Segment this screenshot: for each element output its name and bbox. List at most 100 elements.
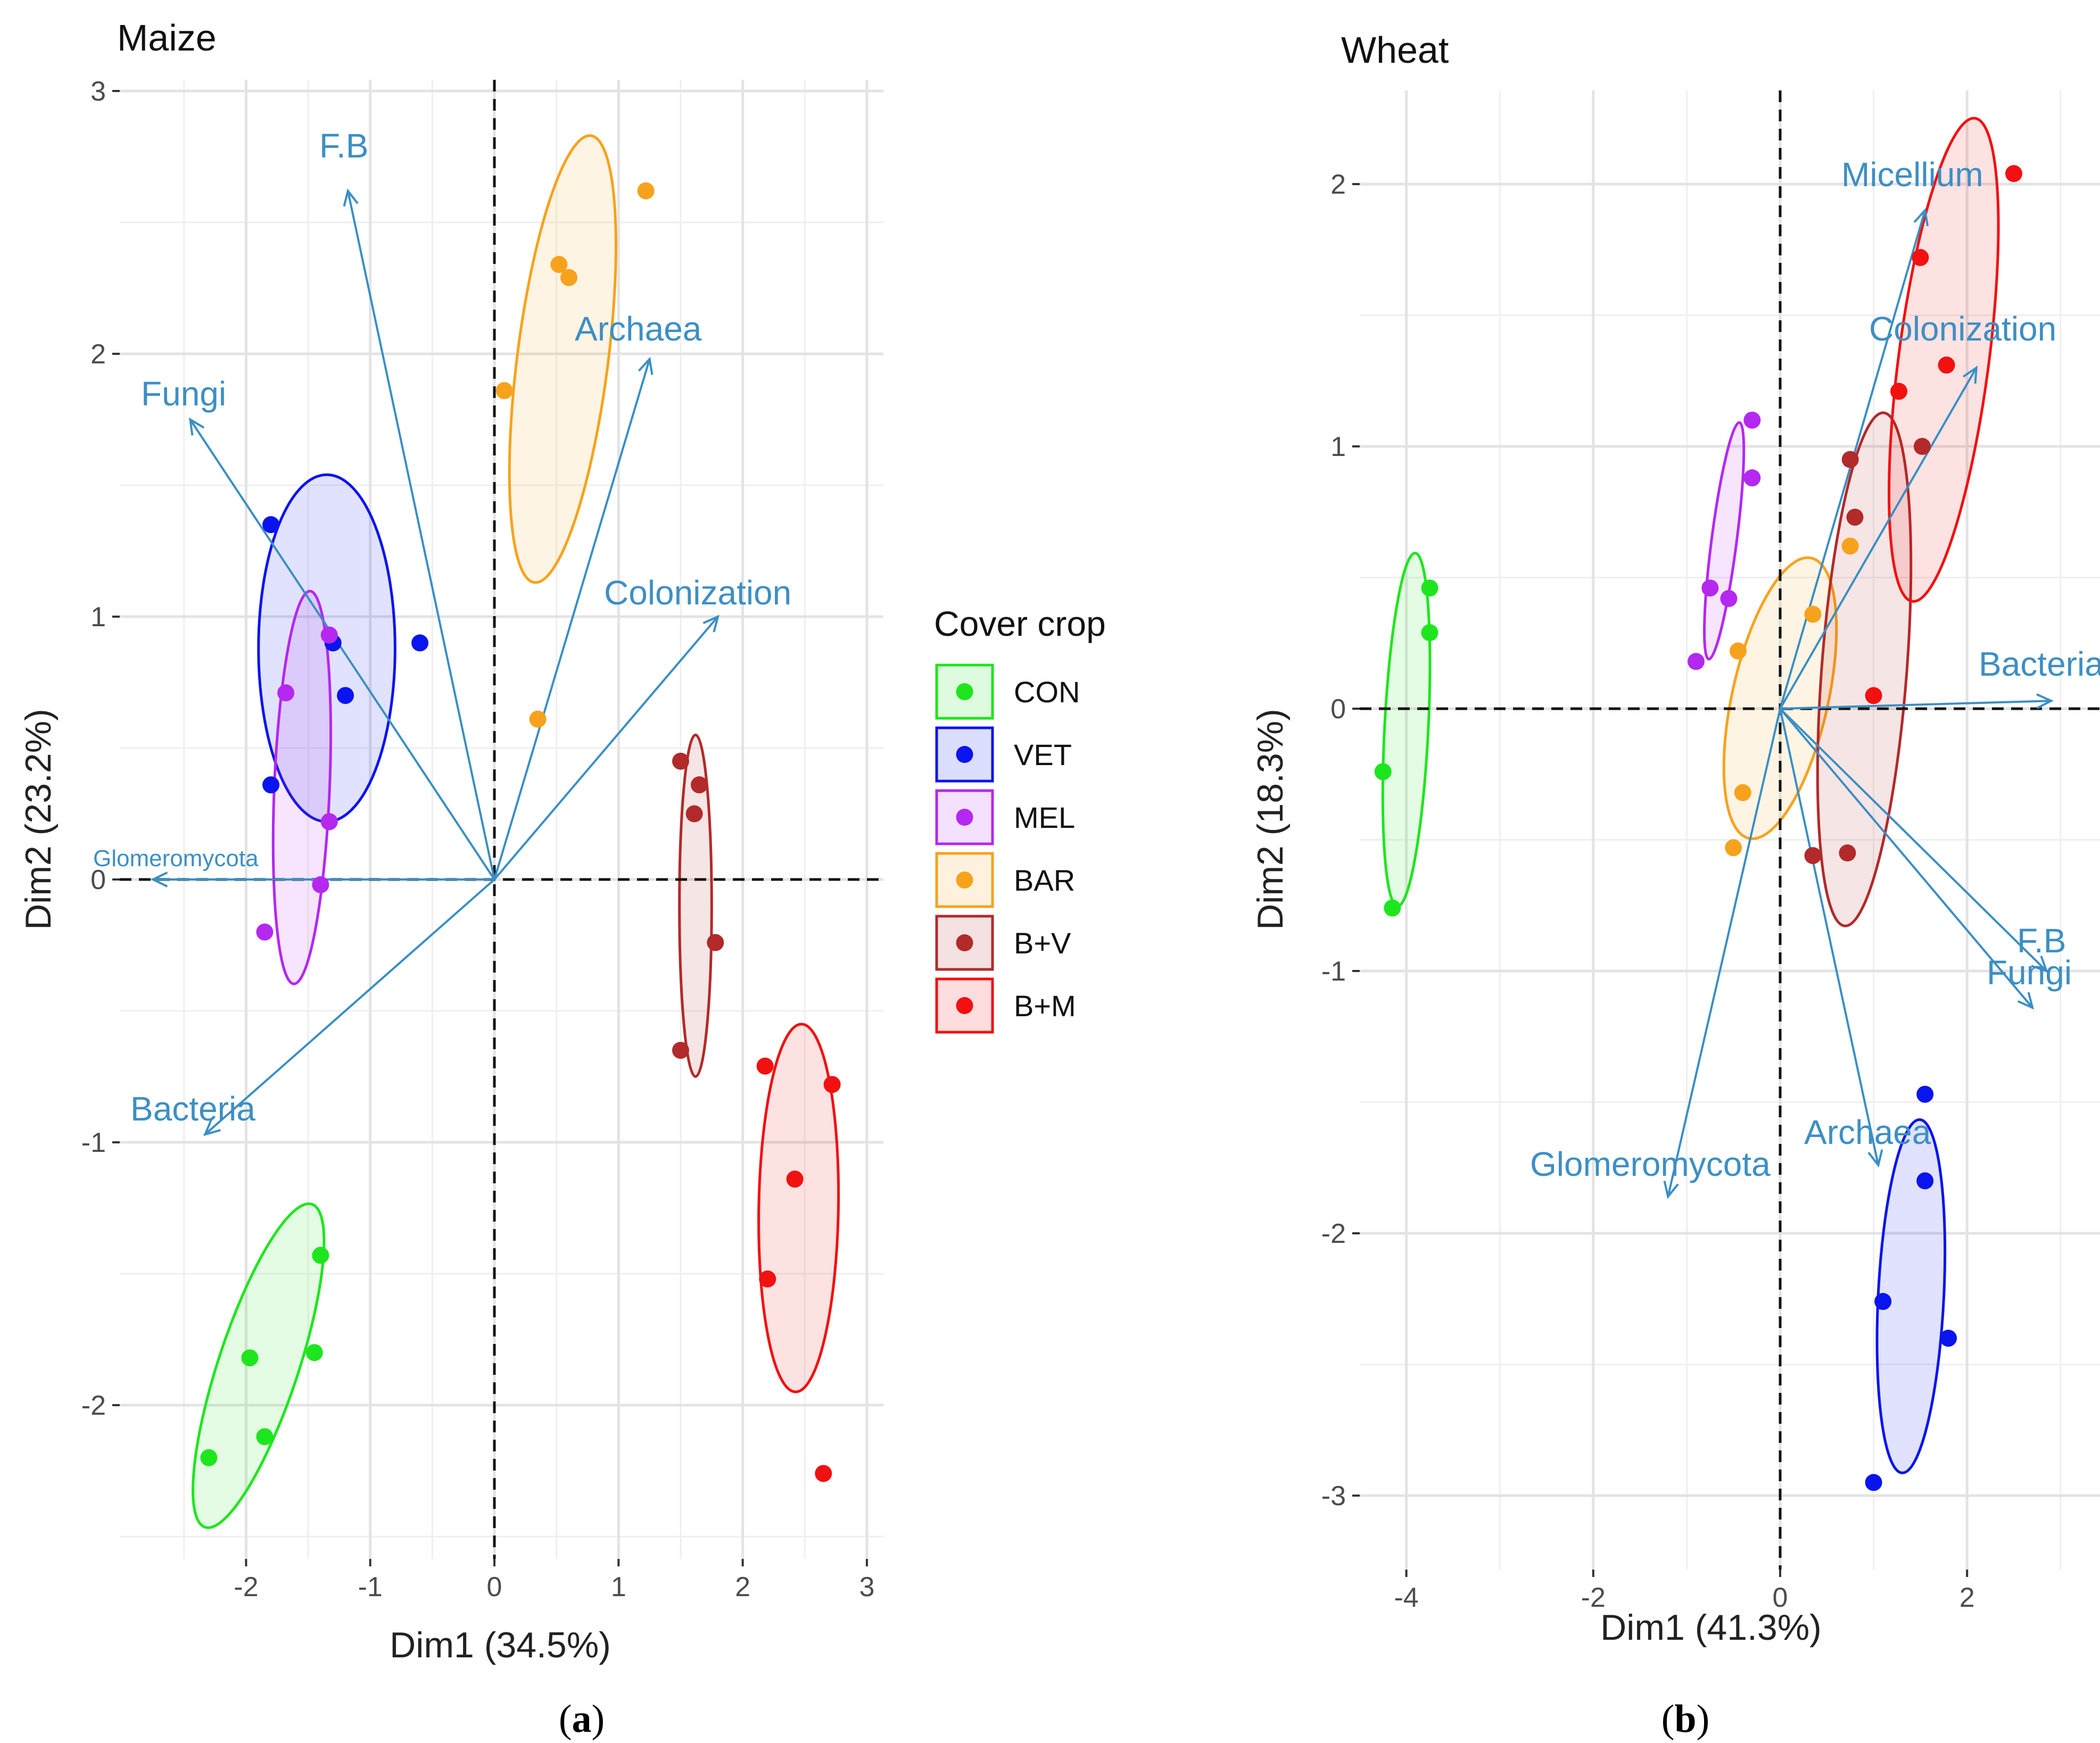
caption-b: (b): [1661, 1697, 1709, 1741]
vector-label: F.B: [2017, 922, 2066, 960]
point-bplusv: [685, 805, 703, 823]
arrowhead: [1913, 208, 1929, 227]
caption-letter: b: [1674, 1697, 1696, 1741]
legend-key: [935, 789, 994, 845]
legend-label: BAR: [1014, 864, 1075, 897]
ellipse-bplusv: [678, 733, 713, 1078]
arrowhead: [2017, 992, 2035, 1010]
point-mel: [312, 876, 329, 893]
point-mel: [1701, 579, 1719, 597]
panel-title: Maize: [117, 17, 217, 59]
y-tick-label: -1: [1321, 956, 1346, 987]
legend: Cover crop CON VET MEL BAR B+V B+M: [934, 604, 1106, 1034]
loading-vectors: [1663, 208, 2054, 1199]
arrowhead: [1663, 1181, 1679, 1199]
point-vet: [1916, 1172, 1934, 1190]
x-axis-label: Dim1 (41.3%): [1600, 1607, 1822, 1648]
axis-ticks: -2 -1 0 1 2 3 -2 -1 0 1 2 3: [81, 76, 875, 1603]
legend-title: Cover crop: [934, 604, 1106, 643]
vector-glomeromycota: [1667, 708, 1781, 1197]
point-vet: [1865, 1474, 1882, 1491]
x-tick-label: 2: [1960, 1582, 1975, 1613]
vector-labels: F.B Archaea Fungi Colonization Glomeromycota…: [93, 127, 791, 1128]
vector-label: Glomeromycota: [1530, 1145, 1771, 1183]
point-vet: [262, 776, 280, 794]
vector-bacteria: [1780, 700, 2052, 710]
point-bar: [1804, 605, 1822, 623]
x-tick-label: 1: [611, 1572, 626, 1603]
panel-maize: Maize F.B Archaea Fungi Colonization Glomero…: [18, 17, 883, 1665]
point-bplusv: [1804, 847, 1822, 865]
point-bplusm: [786, 1171, 804, 1188]
plot-area: [1360, 90, 2100, 1570]
point-bplusv: [1846, 509, 1864, 526]
legend-label: VET: [1014, 738, 1072, 771]
point-con: [305, 1344, 323, 1362]
point-bplusm: [1890, 383, 1908, 400]
y-tick-label: 2: [1330, 169, 1346, 200]
point-vet: [1916, 1085, 1934, 1103]
point-mel: [256, 923, 274, 941]
vector-label: Glomeromycota: [93, 845, 259, 872]
vector-bacteria: [204, 878, 495, 1135]
arrowhead: [1867, 1149, 1883, 1168]
y-tick-label: 3: [90, 76, 106, 107]
point-bplusv: [707, 934, 724, 951]
x-axis-label: Dim1 (34.5%): [390, 1625, 611, 1665]
caption-a: (a): [559, 1697, 605, 1741]
vector-label: Colonization: [1869, 310, 2056, 348]
legend-marker: [956, 872, 973, 889]
legend-items: CON VET MEL BAR B+V B+M: [935, 663, 1080, 1034]
data-points: [200, 182, 841, 1482]
point-bplusv: [1839, 844, 1856, 862]
y-axis-label: Dim2 (18.3%): [1250, 709, 1291, 930]
vector-label: Bacteria: [1979, 645, 2100, 683]
point-con: [1421, 624, 1438, 642]
ellipse-con: [192, 1202, 326, 1529]
y-tick-label: 1: [90, 602, 106, 633]
point-bar: [495, 382, 513, 400]
vector-label: Fungi: [1987, 953, 2072, 992]
point-mel: [1687, 653, 1705, 670]
point-bplusm: [759, 1270, 776, 1288]
point-vet: [1940, 1330, 1957, 1347]
legend-marker: [956, 997, 973, 1014]
legend-label: MEL: [1014, 801, 1075, 834]
y-tick-label: 0: [1330, 694, 1346, 725]
vector-label: Archaea: [575, 310, 702, 348]
vector-label: Bacteria: [130, 1090, 255, 1128]
vector-label: Colonization: [604, 574, 791, 612]
ellipse-bplusv: [1816, 411, 1913, 927]
point-bar: [1841, 537, 1859, 555]
y-tick-label: 1: [1330, 431, 1346, 462]
point-mel: [320, 813, 338, 831]
y-tick-label: 0: [90, 865, 106, 895]
point-mel: [1720, 590, 1738, 607]
arrowhead: [150, 872, 168, 887]
point-vet: [262, 516, 280, 534]
arrowhead: [203, 1119, 221, 1136]
point-bar: [560, 269, 577, 286]
point-bplusm: [823, 1076, 841, 1093]
arrowhead: [2031, 956, 2048, 973]
point-bar: [529, 710, 547, 728]
arrowhead: [343, 188, 359, 207]
point-vet: [1874, 1293, 1892, 1310]
legend-marker: [956, 934, 973, 951]
point-con: [241, 1349, 259, 1367]
point-bar: [550, 256, 568, 273]
point-bplusm: [756, 1057, 774, 1075]
point-bplusm: [2005, 165, 2022, 182]
x-tick-label: -1: [358, 1572, 383, 1603]
point-vet: [411, 634, 429, 652]
vector-archaea: [1779, 708, 1880, 1166]
arrowhead: [2036, 693, 2054, 709]
vector-label: Micellium: [1841, 155, 1983, 194]
reference-lines: [1360, 90, 2100, 1570]
vector-label: F.B: [319, 127, 368, 165]
point-bplusv: [672, 1042, 689, 1059]
vector-archaea: [493, 359, 651, 880]
y-tick-label: -1: [81, 1127, 106, 1158]
point-con: [312, 1247, 329, 1264]
